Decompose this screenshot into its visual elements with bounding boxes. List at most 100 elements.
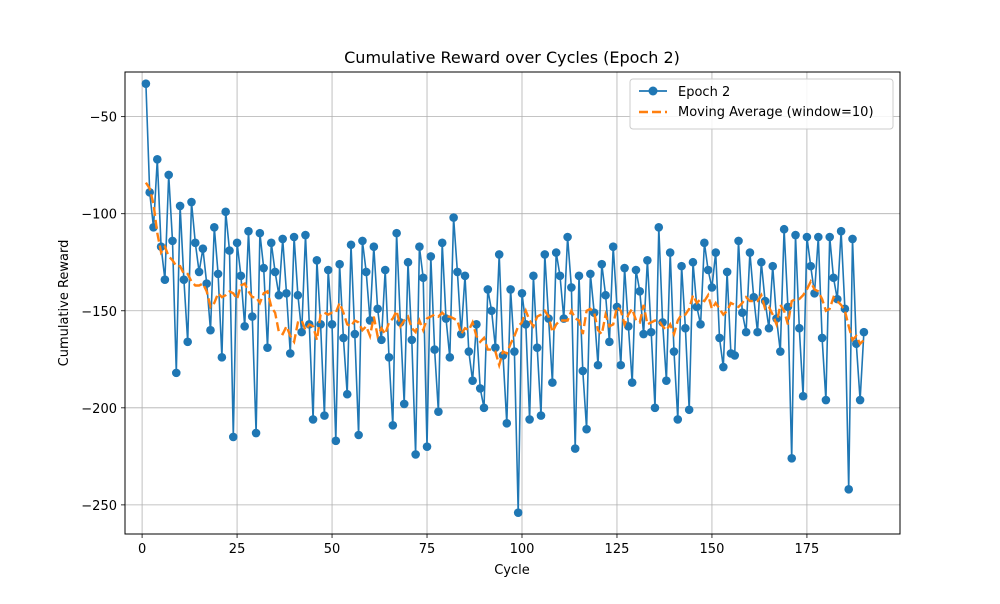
epoch-2-point	[654, 222, 664, 232]
epoch-2-point	[266, 238, 276, 248]
epoch-2-point	[491, 343, 500, 352]
epoch-2-point	[833, 294, 842, 304]
legend-moving-average-label: Moving Average (window=10)	[678, 105, 874, 120]
epoch-2-point	[179, 275, 189, 285]
epoch-2-point	[373, 304, 382, 314]
legend-epoch-label: Epoch 2	[678, 85, 730, 100]
epoch-2-point	[232, 238, 242, 248]
epoch-2-point	[707, 283, 717, 292]
epoch-2-point	[160, 275, 170, 285]
epoch-2-point	[293, 290, 303, 300]
epoch-2-point	[487, 306, 496, 316]
epoch-2-point	[688, 257, 698, 267]
epoch-2-point	[464, 347, 474, 356]
epoch-2-point	[270, 267, 280, 277]
epoch-2-point	[411, 450, 420, 459]
epoch-2-point	[555, 271, 565, 281]
epoch-2-point	[141, 79, 151, 88]
epoch-2-point	[479, 403, 489, 413]
epoch-2-point	[696, 320, 705, 329]
epoch-2-point	[635, 287, 645, 296]
epoch-2-point	[768, 261, 778, 271]
epoch-2-point	[468, 376, 477, 385]
epoch-2-point	[650, 403, 660, 413]
epoch-2-point	[521, 320, 531, 329]
axis-ticks: 0 25 50 75 100 125 150 175 −250 −200 −150 −100 −50	[81, 111, 819, 557]
epoch-2-point	[601, 290, 610, 300]
epoch-2-point	[730, 351, 740, 360]
epoch-2-point	[574, 271, 584, 281]
epoch-2-point	[369, 242, 379, 252]
epoch-2-point	[483, 285, 493, 294]
epoch-2-point	[703, 265, 713, 275]
epoch-2-point	[764, 323, 774, 333]
epoch-2-point	[757, 257, 766, 267]
epoch-2-point	[795, 323, 804, 333]
epoch-2-point	[597, 259, 607, 269]
epoch-2-point	[320, 411, 329, 420]
epoch-2-point	[525, 415, 534, 424]
epoch-2-point	[684, 405, 694, 415]
epoch-2-point	[639, 329, 648, 339]
epoch-2-point	[787, 453, 797, 463]
epoch-2-point	[183, 337, 192, 347]
series-layer	[141, 79, 869, 517]
epoch-2-point	[821, 395, 831, 405]
epoch-2-point	[152, 155, 162, 164]
epoch-2-point	[814, 232, 823, 242]
epoch-2-point	[327, 320, 337, 329]
epoch-2-point	[437, 238, 447, 248]
epoch-2-point	[399, 399, 409, 409]
epoch-2-point	[384, 353, 394, 362]
epoch-2-point	[403, 257, 413, 267]
epoch-2-point	[225, 246, 234, 255]
epoch-2-point	[779, 224, 789, 234]
epoch-2-point	[802, 232, 812, 242]
epoch-2-point	[502, 419, 512, 428]
x-tick-label: 175	[795, 542, 820, 557]
epoch-2-point	[449, 213, 458, 222]
epoch-2-point	[605, 337, 614, 347]
epoch-2-point	[221, 207, 230, 217]
epoch-2-point	[646, 327, 656, 337]
x-tick-label: 100	[510, 542, 535, 557]
epoch-2-point	[175, 201, 185, 211]
epoch-2-point	[836, 226, 846, 236]
epoch-2-point	[567, 283, 576, 292]
epoch-2-point	[544, 314, 553, 323]
legend-epoch-marker	[648, 86, 658, 96]
epoch-2-point	[529, 271, 538, 281]
epoch-2-point	[331, 436, 341, 446]
epoch-2-point	[734, 236, 743, 246]
epoch-2-point	[407, 335, 417, 345]
epoch-2-point	[361, 267, 371, 277]
epoch-2-point	[301, 230, 310, 240]
legend: Epoch 2 Moving Average (window=10)	[629, 78, 894, 130]
x-tick-label: 0	[138, 542, 146, 557]
epoch-2-point	[677, 261, 686, 271]
epoch-2-point	[532, 343, 542, 352]
epoch-2-point	[798, 391, 808, 401]
epoch-2-series-line	[145, 83, 865, 513]
epoch-2-point	[662, 376, 671, 385]
epoch-2-point	[388, 420, 398, 430]
epoch-2-point	[749, 292, 759, 302]
epoch-2-point	[582, 424, 591, 434]
epoch-2-point	[593, 360, 603, 370]
epoch-2-point	[460, 271, 470, 281]
epoch-2-point	[624, 321, 633, 331]
epoch-2-point	[589, 308, 599, 318]
epoch-2-point	[627, 378, 637, 387]
epoch-2-point	[240, 321, 249, 331]
epoch-2-point	[586, 269, 595, 279]
epoch-2-point	[859, 327, 869, 337]
epoch-2-point	[289, 232, 299, 242]
x-axis-label: Cycle	[494, 563, 530, 578]
epoch-2-point	[217, 353, 227, 362]
epoch-2-point	[829, 273, 838, 283]
epoch-2-point	[643, 255, 652, 265]
epoch-2-point	[855, 395, 865, 405]
epoch-2-point	[738, 308, 747, 318]
epoch-2-point	[434, 407, 443, 417]
epoch-2-point	[202, 279, 211, 288]
